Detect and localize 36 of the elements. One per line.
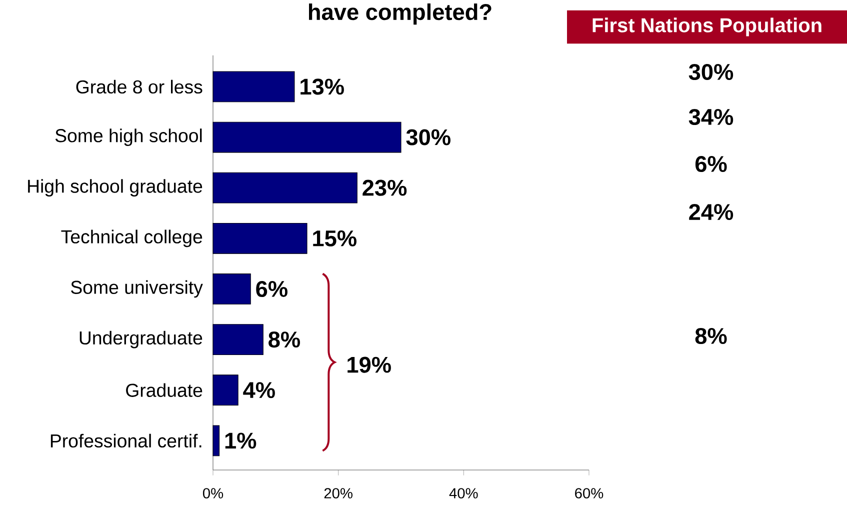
data-label: 23% bbox=[362, 180, 407, 196]
text: First Nations Population bbox=[592, 18, 822, 36]
x-tick-label: 20% bbox=[324, 488, 352, 498]
text: 30% bbox=[688, 64, 734, 80]
data-label: 1% bbox=[225, 432, 256, 449]
data-label: 6% bbox=[256, 280, 288, 298]
annotation: 19% bbox=[348, 356, 391, 373]
bar bbox=[212, 172, 358, 204]
y-tick-label: Technical college bbox=[61, 230, 202, 248]
bar bbox=[212, 374, 238, 406]
y-tick-label: Professional certif. bbox=[50, 434, 202, 448]
x-tick-label: 0% bbox=[202, 488, 224, 498]
data-label: 4% bbox=[243, 382, 275, 398]
bar bbox=[212, 274, 251, 304]
chart-title: have completed? bbox=[309, 3, 492, 25]
data-label: 13% bbox=[300, 78, 344, 95]
text: 24% bbox=[689, 204, 734, 220]
data-label: 30% bbox=[406, 129, 450, 146]
bar bbox=[212, 122, 402, 153]
y-tick-label: Grade 8 or less bbox=[76, 80, 202, 94]
x-tick-label: 40% bbox=[449, 488, 478, 498]
y-tick-label: Undergraduate bbox=[80, 330, 202, 348]
y-tick-label: Some university bbox=[71, 280, 203, 298]
text: 6% bbox=[695, 156, 727, 172]
bar bbox=[212, 71, 295, 102]
text: 34% bbox=[688, 108, 734, 126]
bar bbox=[212, 222, 308, 254]
y-tick-label: Some high school bbox=[55, 128, 202, 146]
y-tick-label: Graduate bbox=[126, 383, 202, 397]
data-label: 8% bbox=[268, 332, 300, 348]
bar bbox=[212, 324, 264, 355]
data-label: 15% bbox=[313, 230, 356, 246]
bar bbox=[212, 425, 220, 456]
y-tick-label: High school graduate bbox=[28, 179, 202, 197]
x-tick-label: 60% bbox=[575, 488, 604, 498]
text: 8% bbox=[695, 328, 727, 344]
